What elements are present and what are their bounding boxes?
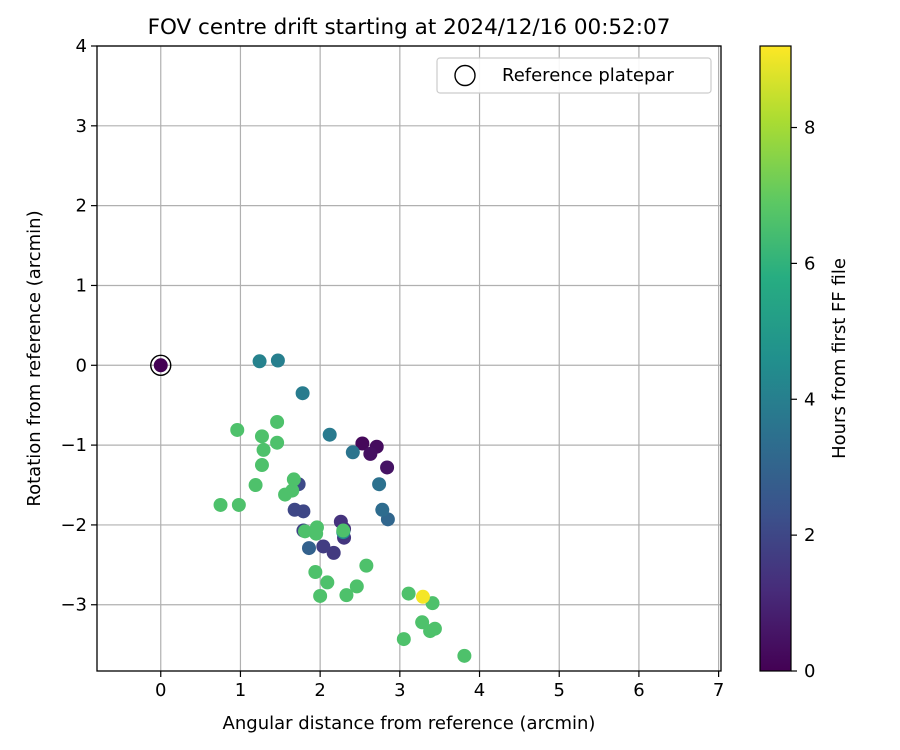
- colorbar-tick-label: 4: [804, 389, 815, 410]
- y-tick-label: 1: [76, 275, 87, 296]
- legend-label-reference: Reference platepar: [502, 65, 674, 86]
- x-tick-label: 2: [314, 680, 325, 701]
- scatter-point: [359, 558, 374, 573]
- scatter-point: [339, 588, 354, 603]
- y-axis-ticks: 4 3 2 1 0 −1 −2 −3: [60, 36, 97, 616]
- scatter-point: [270, 414, 285, 429]
- y-tick-label: 4: [76, 36, 87, 57]
- y-tick-label: −1: [60, 435, 87, 456]
- colorbar-tick-label: 2: [804, 525, 815, 546]
- legend-marker-reference: [454, 64, 476, 87]
- colorbar-label: Hours from first FF file: [829, 258, 850, 459]
- legend-box: [436, 57, 712, 94]
- colorbar: 0 2 4 6 8 Hours from first FF file: [759, 45, 850, 682]
- scatter-point: [322, 427, 337, 442]
- scatter-point: [153, 358, 168, 373]
- y-tick-label: 2: [76, 196, 87, 217]
- scatter-point: [396, 632, 411, 647]
- scatter-point: [313, 588, 328, 603]
- colorbar-tick-label: 6: [804, 253, 815, 274]
- scatter-point: [270, 353, 285, 368]
- scatter-point: [316, 539, 331, 554]
- scatter-point: [355, 436, 370, 451]
- scatter-point: [231, 497, 246, 512]
- y-tick-label: 3: [76, 116, 87, 137]
- scatter-point: [457, 648, 472, 663]
- x-axis-label: Angular distance from reference (arcmin): [223, 713, 596, 734]
- legend: Reference platepar: [436, 57, 712, 94]
- scatter-point: [349, 579, 364, 594]
- scatter-point: [252, 354, 267, 369]
- scatter-point: [256, 442, 271, 457]
- scatter-point: [320, 575, 335, 590]
- colorbar-tick-label: 0: [804, 661, 815, 682]
- x-tick-label: 3: [394, 680, 405, 701]
- scatter-point: [278, 487, 293, 502]
- scatter-point: [336, 523, 351, 538]
- scatter-point: [254, 458, 269, 473]
- data-points: [150, 353, 472, 663]
- colorbar-ticks: 0 2 4 6 8: [791, 118, 815, 682]
- scatter-point: [296, 504, 311, 519]
- colorbar-gradient: [759, 45, 792, 672]
- reference-platepar-marker: [150, 354, 172, 376]
- scatter-point: [415, 589, 430, 604]
- colorbar-tick-label: 8: [804, 118, 815, 139]
- scatter-point: [298, 524, 312, 539]
- y-tick-label: 0: [76, 355, 87, 376]
- x-tick-label: 4: [474, 680, 485, 701]
- scatter-point: [248, 478, 263, 493]
- scatter-point: [308, 565, 323, 580]
- x-tick-label: 6: [633, 680, 644, 701]
- scatter-point: [380, 460, 395, 475]
- scatter-point: [286, 472, 301, 487]
- plot-frame: [96, 45, 722, 672]
- scatter-point: [427, 621, 442, 636]
- scatter-point: [375, 502, 390, 517]
- scatter-point: [213, 497, 228, 512]
- y-tick-label: −3: [60, 595, 87, 616]
- chart-title: FOV centre drift starting at 2024/12/16 …: [148, 15, 671, 40]
- x-tick-label: 7: [713, 680, 724, 701]
- scatter-point: [372, 477, 387, 492]
- scatter-point: [270, 435, 285, 450]
- scatter-point: [301, 541, 316, 556]
- scatter-point: [363, 446, 378, 461]
- x-tick-label: 0: [155, 680, 166, 701]
- y-tick-label: −2: [60, 515, 87, 536]
- grid-lines: [97, 45, 721, 671]
- x-tick-label: 5: [553, 680, 564, 701]
- x-axis-ticks: 0 1 2 3 4 5 6 7: [155, 671, 724, 701]
- scatter-point: [401, 586, 416, 601]
- scatter-point: [345, 445, 360, 460]
- scatter-point: [309, 526, 324, 541]
- scatter-point: [254, 429, 269, 444]
- x-tick-label: 1: [235, 680, 246, 701]
- y-axis-label: Rotation from reference (arcmin): [24, 210, 45, 506]
- scatter-point: [326, 545, 341, 560]
- scatter-point: [230, 422, 245, 437]
- scatter-point: [295, 386, 310, 401]
